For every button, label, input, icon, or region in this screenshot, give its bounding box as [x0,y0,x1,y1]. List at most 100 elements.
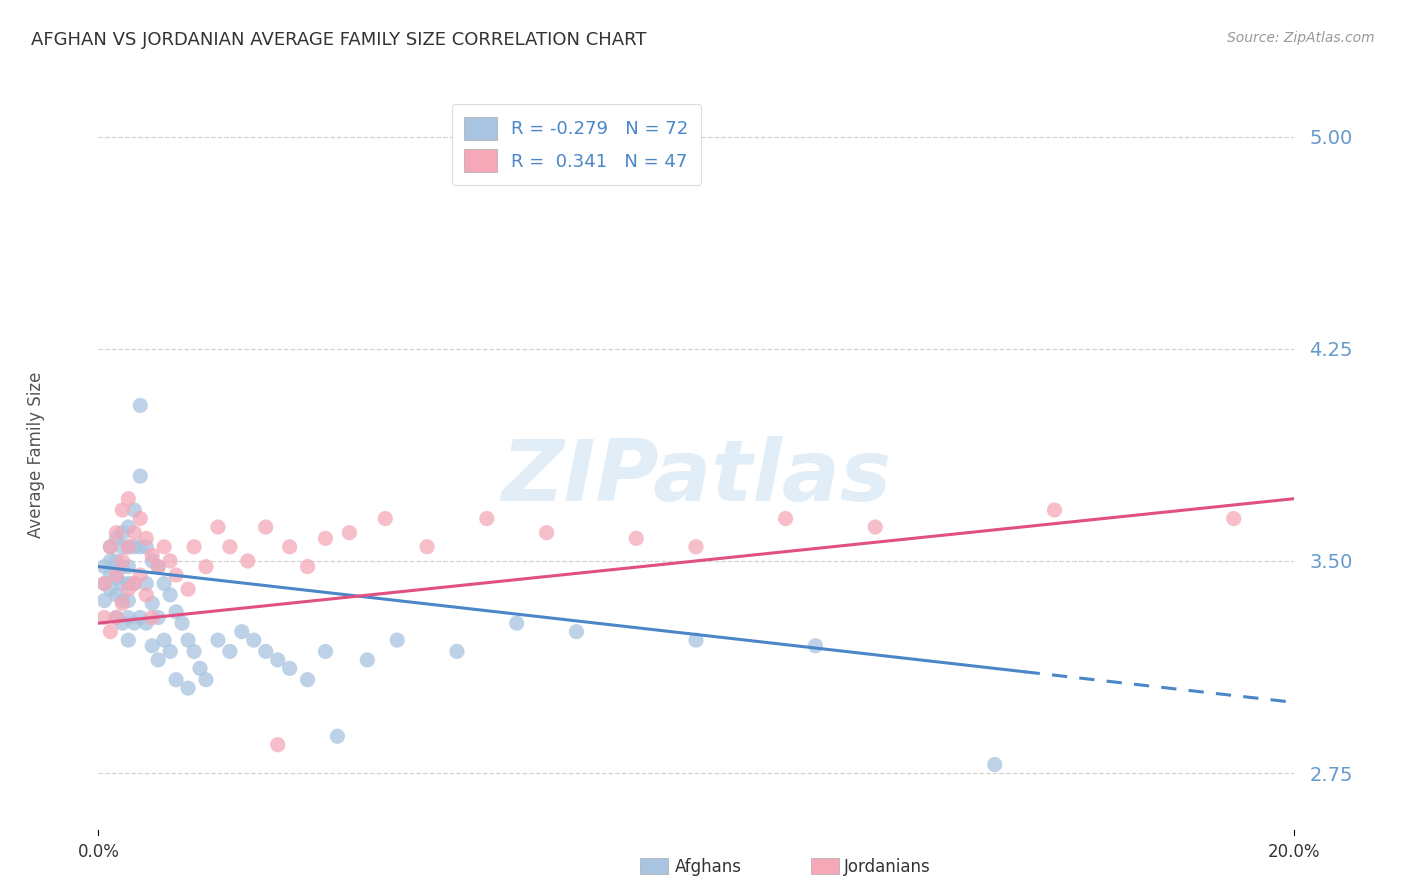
Point [297,673,319,687]
Point [267,738,290,752]
Point [326,729,349,743]
Point [153,540,176,554]
Point [105,525,128,540]
Point [98,582,122,597]
Y-axis label: Average Family Size: Average Family Size [27,372,45,538]
Point [475,511,498,525]
Point [685,633,707,648]
Point [416,540,439,554]
Point [148,559,170,574]
Point [148,653,170,667]
Point [536,525,558,540]
Point [183,540,205,554]
Point [159,588,181,602]
Point [129,399,152,413]
Point [117,582,139,597]
Point [98,568,122,582]
Point [207,520,229,534]
Point [177,633,200,648]
Point [141,549,163,563]
Point [124,576,146,591]
Point [278,661,301,675]
Point [117,559,139,574]
Text: Jordanians: Jordanians [844,858,931,876]
Point [984,757,1007,772]
Point [111,593,134,607]
Point [339,525,361,540]
Point [153,576,176,591]
Point [105,554,128,568]
Point [159,644,181,658]
Text: ZIPatlas: ZIPatlas [501,436,891,519]
Point [129,469,152,483]
Point [195,673,218,687]
Text: Source: ZipAtlas.com: Source: ZipAtlas.com [1227,31,1375,45]
Point [129,511,152,525]
Point [111,540,134,554]
Point [111,596,134,610]
Point [148,559,170,574]
Point [297,559,319,574]
Point [98,554,122,568]
Point [124,525,146,540]
Point [315,644,337,658]
Point [446,644,468,658]
Point [111,525,134,540]
Point [1043,503,1066,517]
Point [135,532,157,546]
Point [93,610,115,624]
Point [98,540,122,554]
Point [93,576,115,591]
Point [506,616,529,631]
Point [183,644,205,658]
Text: AFGHAN VS JORDANIAN AVERAGE FAMILY SIZE CORRELATION CHART: AFGHAN VS JORDANIAN AVERAGE FAMILY SIZE … [31,31,647,49]
Point [775,511,797,525]
Point [254,520,277,534]
Point [153,633,176,648]
Point [141,554,163,568]
Point [356,653,378,667]
Point [685,540,707,554]
Point [231,624,253,639]
Point [148,610,170,624]
Point [117,491,139,506]
Point [117,610,139,624]
Point [105,588,128,602]
Point [129,610,152,624]
Point [243,633,266,648]
Point [111,576,134,591]
Point [374,511,396,525]
Point [254,644,277,658]
Point [98,624,122,639]
Point [93,593,115,607]
Point [117,540,139,554]
Point [135,576,157,591]
Point [117,593,139,607]
Point [195,559,218,574]
Point [98,540,122,554]
Point [117,576,139,591]
Point [117,540,139,554]
Point [267,653,290,667]
Point [236,554,259,568]
Point [105,532,128,546]
Point [117,520,139,534]
Point [804,639,827,653]
Point [165,605,187,619]
Point [865,520,887,534]
Point [385,633,409,648]
Point [207,633,229,648]
Point [124,540,146,554]
Point [105,610,128,624]
Point [111,554,134,568]
Point [124,576,146,591]
Point [111,559,134,574]
Point [135,588,157,602]
Point [105,610,128,624]
Point [111,616,134,631]
Point [135,616,157,631]
Point [105,571,128,585]
Point [219,644,242,658]
Point [565,624,588,639]
Point [159,554,181,568]
